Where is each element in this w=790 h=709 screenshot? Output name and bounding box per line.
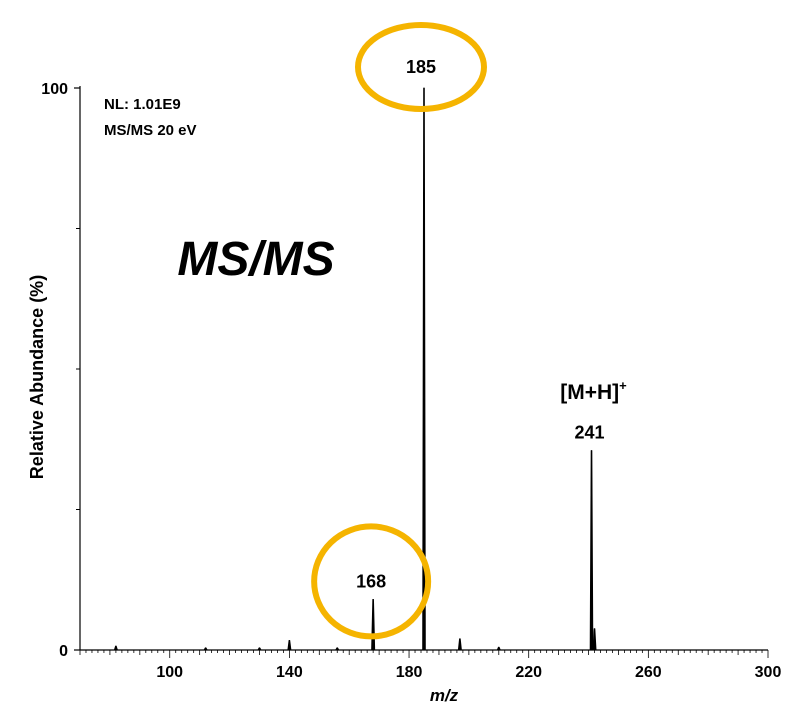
spectrum-peak	[287, 640, 292, 651]
x-tick-label: 140	[276, 664, 303, 681]
ion-label: [M+H]+	[560, 378, 627, 404]
peaks-layer	[113, 87, 597, 651]
x-axis-title: m/z	[430, 686, 459, 705]
peak-label: 185	[406, 57, 436, 77]
y-tick-label: 0	[59, 643, 68, 660]
spectrum-peak	[592, 628, 597, 651]
ion-label-superscript: +	[619, 378, 627, 393]
highlight-ring	[311, 523, 432, 640]
spectrum-peak	[457, 638, 462, 651]
y-axis-title: Relative Abundance (%)	[27, 275, 47, 479]
axes: 0 100 100 140 180 220 260 300 m/z Relative Abunda…	[27, 81, 781, 705]
peak-label: 168	[356, 571, 386, 591]
x-tick-label: 300	[755, 664, 782, 681]
spectrum-peak	[589, 450, 594, 651]
peak-label: 241	[574, 422, 604, 442]
annotations: NL: 1.01E9 MS/MS 20 eV MS/MS 185 168 241 [M+H]…	[104, 22, 627, 640]
info-line: NL: 1.01E9	[104, 96, 181, 113]
info-line: MS/MS 20 eV	[104, 122, 197, 139]
mode-label: MS/MS	[177, 233, 334, 286]
highlight-ring	[355, 22, 487, 112]
ion-label-base: [M+H]	[560, 381, 619, 404]
x-tick-label: 180	[396, 664, 423, 681]
x-tick-label: 220	[515, 664, 542, 681]
y-tick-label: 100	[41, 81, 68, 98]
x-tick-label: 260	[635, 664, 662, 681]
spectrum-peak	[371, 599, 376, 651]
x-tick-label: 100	[156, 664, 183, 681]
